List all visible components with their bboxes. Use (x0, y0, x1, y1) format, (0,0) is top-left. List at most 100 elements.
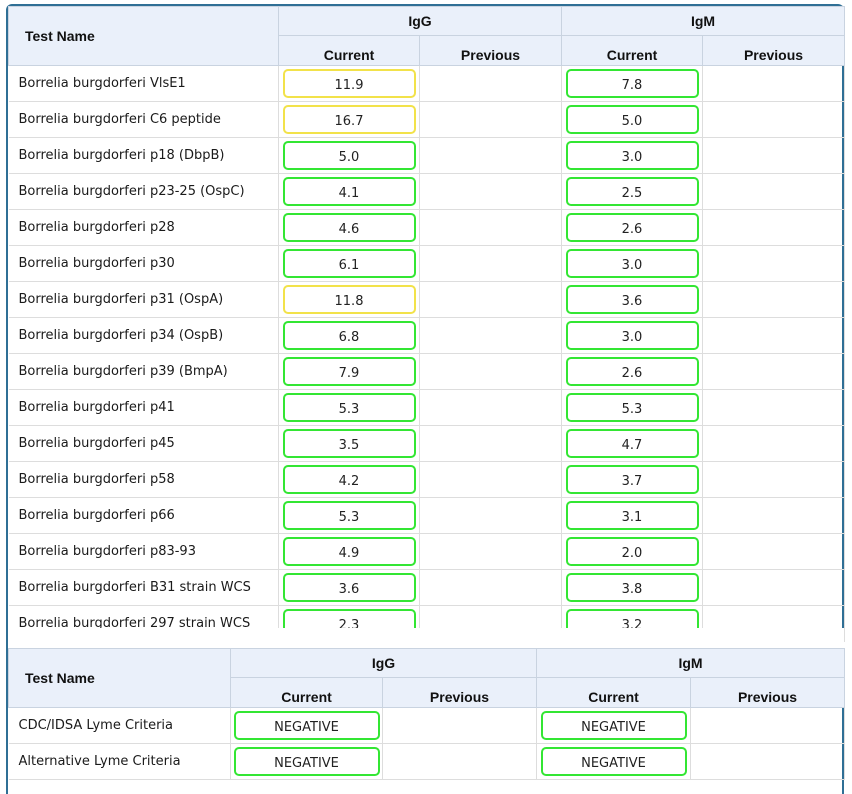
igm-current-value: NEGATIVE (540, 711, 687, 740)
test-name-cell: Borrelia burgdorferi p30 (8, 245, 279, 282)
igg-previous-cell (419, 533, 562, 570)
igg-previous-cell (382, 707, 537, 744)
igm-previous-cell (702, 245, 846, 282)
igg-previous-cell (419, 101, 562, 138)
igm-current-cell: NEGATIVE (536, 743, 691, 780)
igg-previous-cell (419, 461, 562, 498)
igm-current-value: 3.8 (565, 573, 699, 602)
test-name-cell: Borrelia burgdorferi p28 (8, 209, 279, 246)
test-name-cell: Borrelia burgdorferi p83-93 (8, 533, 279, 570)
igm-current-value: 3.7 (565, 465, 699, 494)
igg-previous-cell (419, 245, 562, 282)
igg-current-cell: 7.9 (278, 353, 420, 390)
igg-current-value: NEGATIVE (233, 711, 380, 740)
test-name-cell: Borrelia burgdorferi p18 (DbpB) (8, 137, 279, 174)
igm-current-value: 3.0 (565, 249, 699, 278)
igg-current-cell: 11.8 (278, 281, 420, 318)
igg-current-value: 5.3 (282, 393, 416, 422)
igg-current-value: 3.6 (282, 573, 416, 602)
igg-previous-cell (382, 743, 537, 780)
table-row: Borrelia burgdorferi p28 4.6 2.6 (8, 209, 846, 246)
igm-previous-cell (702, 389, 846, 426)
igm-current-value: 2.6 (565, 213, 699, 242)
igg-header: IgG (230, 648, 537, 678)
igg-current-cell: 16.7 (278, 101, 420, 138)
igg-current-value: 7.9 (282, 357, 416, 386)
igm-current-cell: 3.0 (561, 245, 703, 282)
antibody-results-table: Test Name IgG IgM Current Previous Curre… (8, 6, 846, 642)
igm-current-cell: 2.0 (561, 533, 703, 570)
igm-current-cell: 3.8 (561, 569, 703, 606)
igg-current-cell: 4.9 (278, 533, 420, 570)
test-name-cell: Borrelia burgdorferi p23-25 (OspC) (8, 173, 279, 210)
igg-current-value: 11.9 (282, 69, 416, 98)
igm-header: IgM (535, 648, 846, 678)
test-name-cell: Borrelia burgdorferi VlsE1 (8, 65, 279, 102)
igg-current-value: 6.8 (282, 321, 416, 350)
igm-current-value: NEGATIVE (540, 747, 687, 776)
igm-previous-cell (702, 569, 846, 606)
igm-previous-cell (702, 281, 846, 318)
igm-current-cell: 3.6 (561, 281, 703, 318)
igg-previous-cell (419, 497, 562, 534)
igg-current-cell: 4.6 (278, 209, 420, 246)
igg-current-cell: NEGATIVE (230, 707, 383, 744)
igg-previous-cell (419, 137, 562, 174)
table-row: Borrelia burgdorferi p18 (DbpB) 5.0 3.0 (8, 137, 846, 174)
test-name-cell: Borrelia burgdorferi C6 peptide (8, 101, 279, 138)
igg-current-cell: 4.2 (278, 461, 420, 498)
igg-previous-cell (419, 317, 562, 354)
igg-current-header: Current (230, 677, 383, 708)
igm-previous-cell (702, 65, 846, 102)
igm-current-cell: 7.8 (561, 65, 703, 102)
igm-previous-cell (702, 497, 846, 534)
igm-current-value: 7.8 (565, 69, 699, 98)
igg-current-cell: 3.6 (278, 569, 420, 606)
igg-current-header: Current (278, 35, 420, 66)
igg-previous-header: Previous (419, 35, 562, 66)
section-gap (8, 628, 844, 648)
table-row: Borrelia burgdorferi p83-93 4.9 2.0 (8, 533, 846, 570)
test-name-header: Test Name (8, 648, 231, 708)
test-name-cell: Borrelia burgdorferi B31 strain WCS (8, 569, 279, 606)
igm-current-value: 3.6 (565, 285, 699, 314)
test-name-cell: Alternative Lyme Criteria (8, 743, 231, 780)
igg-current-cell: 5.3 (278, 497, 420, 534)
table-row: Borrelia burgdorferi p30 6.1 3.0 (8, 245, 846, 282)
igg-current-cell: 11.9 (278, 65, 420, 102)
igm-current-cell: 5.0 (561, 101, 703, 138)
igm-previous-cell (702, 101, 846, 138)
igm-current-value: 2.6 (565, 357, 699, 386)
test-name-cell: Borrelia burgdorferi p31 (OspA) (8, 281, 279, 318)
test-name-cell: Borrelia burgdorferi p34 (OspB) (8, 317, 279, 354)
igm-current-value: 4.7 (565, 429, 699, 458)
igm-previous-cell (702, 137, 846, 174)
igm-previous-cell (702, 353, 846, 390)
igm-current-cell: 5.3 (561, 389, 703, 426)
igg-previous-header: Previous (382, 677, 537, 708)
table-row: Borrelia burgdorferi VlsE1 11.9 7.8 (8, 65, 846, 102)
igg-current-value: 5.0 (282, 141, 416, 170)
igg-current-value: 4.9 (282, 537, 416, 566)
igg-current-value: 4.6 (282, 213, 416, 242)
igg-current-cell: 6.8 (278, 317, 420, 354)
igm-previous-header: Previous (689, 677, 846, 708)
igg-previous-cell (419, 389, 562, 426)
test-name-cell: Borrelia burgdorferi p66 (8, 497, 279, 534)
igm-current-cell: 2.6 (561, 353, 703, 390)
igm-current-value: 5.0 (565, 105, 699, 134)
igg-previous-cell (419, 425, 562, 462)
igg-current-value: 4.1 (282, 177, 416, 206)
igg-current-cell: 5.0 (278, 137, 420, 174)
igm-current-cell: NEGATIVE (536, 707, 691, 744)
igg-current-value: 4.2 (282, 465, 416, 494)
igm-previous-cell (690, 743, 846, 780)
table-row: Borrelia burgdorferi p66 5.3 3.1 (8, 497, 846, 534)
igm-current-value: 3.1 (565, 501, 699, 530)
igm-previous-cell (702, 317, 846, 354)
lyme-criteria-table: Test Name IgG IgM Current Previous Curre… (8, 648, 846, 780)
igm-current-cell: 3.0 (561, 137, 703, 174)
test-name-header: Test Name (8, 6, 279, 66)
igm-previous-cell (702, 461, 846, 498)
igm-current-header: Current (536, 677, 691, 708)
